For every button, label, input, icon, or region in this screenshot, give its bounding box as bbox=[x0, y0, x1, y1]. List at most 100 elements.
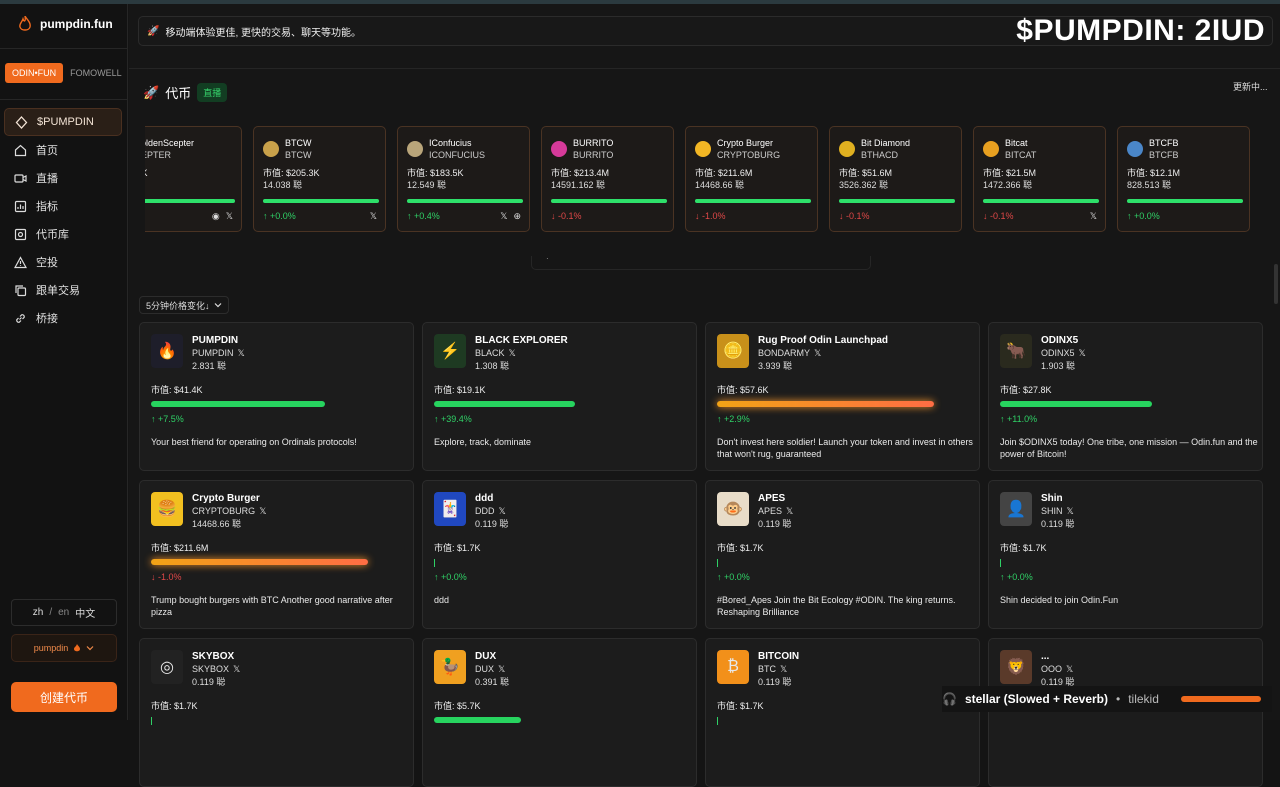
x-icon[interactable]: 𝕏 bbox=[369, 211, 377, 221]
nav-item-pumpdin[interactable]: $PUMPDIN bbox=[4, 108, 122, 136]
token-holders: 14.038 聪 bbox=[263, 180, 303, 190]
token-market-cap: 市值: $1.7K bbox=[434, 543, 481, 553]
nav-item-copy-trade[interactable]: 跟单交易 bbox=[4, 276, 122, 304]
x-icon[interactable]: 𝕏 bbox=[780, 664, 788, 674]
nav-item-home[interactable]: 首页 bbox=[4, 136, 122, 164]
token-market-cap: $10.8K bbox=[145, 167, 241, 179]
token-symbol: BURRITO bbox=[573, 150, 614, 160]
x-icon[interactable]: 𝕏 bbox=[498, 664, 506, 674]
token-symbol-row: DUX 𝕏 bbox=[475, 663, 509, 676]
token-symbol: BITCAT bbox=[1005, 150, 1037, 160]
token-market-cap: 市值: $57.6K bbox=[717, 385, 769, 395]
token-symbol-row: BLACK 𝕏 bbox=[475, 347, 568, 360]
nav-item-bridge[interactable]: 桥接 bbox=[4, 304, 122, 332]
nav-item-airdrop[interactable]: 空投 bbox=[4, 248, 122, 276]
token-card[interactable]: 🐵 APES APES 𝕏 0.119 聪 市值: $1.7K ↑ +0.0% … bbox=[705, 480, 980, 629]
token-symbol-row: DDD 𝕏 bbox=[475, 505, 508, 518]
token-logo-icon bbox=[839, 141, 855, 157]
nav-item-live[interactable]: 直播 bbox=[4, 164, 122, 192]
token-card[interactable]: ₿ BITCOIN BTC 𝕏 0.119 聪 市值: $1.7K bbox=[705, 638, 980, 787]
ticker-card[interactable]: Crypto Burger CRYPTOBURG 市值: $211.6M 144… bbox=[685, 126, 818, 232]
progress-bar bbox=[1000, 559, 1252, 567]
page-scrollbar[interactable] bbox=[1274, 264, 1278, 304]
x-icon[interactable]: 𝕏 bbox=[814, 348, 822, 358]
price-change: ↓ -1.0% bbox=[695, 211, 726, 221]
music-player[interactable]: 🎧 stellar (Slowed + Reverb) • tilekid bbox=[942, 686, 1272, 712]
chart-icon bbox=[14, 200, 27, 212]
token-card[interactable]: 🔥 PUMPDIN PUMPDIN 𝕏 2.831 聪 市值: $41.4K ↑… bbox=[139, 322, 414, 471]
lang-zh[interactable]: zh bbox=[32, 607, 44, 618]
language-switcher[interactable]: zh / en 中文 bbox=[11, 599, 117, 626]
switch-odin[interactable]: ODIN•FUN bbox=[5, 63, 64, 83]
ticker-card[interactable]: BTCW BTCW 市值: $205.3K 14.038 聪 ↑ +0.0% 𝕏 bbox=[253, 126, 386, 232]
token-card[interactable]: 🍔 Crypto Burger CRYPTOBURG 𝕏 14468.66 聪 … bbox=[139, 480, 414, 629]
token-card[interactable]: 🦆 DUX DUX 𝕏 0.391 聪 市值: $5.7K bbox=[422, 638, 697, 787]
token-logo-icon: 🪙 bbox=[717, 334, 749, 368]
create-token-button[interactable]: 创建代币 bbox=[11, 682, 117, 712]
ticker-card[interactable]: IConfucius ICONFUCIUS 市值: $183.5K 12.549… bbox=[397, 126, 530, 232]
x-icon[interactable]: 𝕏 bbox=[786, 506, 794, 516]
x-icon[interactable]: 𝕏 bbox=[508, 348, 516, 358]
token-card[interactable]: ⚡ BLACK EXPLORER BLACK 𝕏 1.308 聪 市值: $19… bbox=[422, 322, 697, 471]
platform-switcher: ODIN•FUN FOMOWELL bbox=[5, 63, 129, 83]
nav-item-metrics[interactable]: 指标 bbox=[4, 192, 122, 220]
token-description: Your best friend for operating on Ordina… bbox=[151, 437, 357, 447]
token-holders: 3526.362 聪 bbox=[839, 180, 889, 190]
x-icon[interactable]: 𝕏 bbox=[1066, 664, 1074, 674]
ticker-card[interactable]: oldenScepter EPTER $10.8K ◉𝕏 bbox=[145, 126, 242, 232]
token-symbol: ICONFUCIUS bbox=[429, 150, 485, 160]
token-holders: 0.119 聪 bbox=[1041, 519, 1075, 529]
token-symbol-row: SHIN 𝕏 bbox=[1041, 505, 1074, 518]
token-logo-icon bbox=[1127, 141, 1143, 157]
x-icon[interactable]: 𝕏 bbox=[500, 211, 508, 221]
brand[interactable]: pumpdin.fun bbox=[18, 16, 113, 32]
ticker-card[interactable]: BTCFB BTCFB 市值: $12.1M 828.513 聪 ↑ +0.0% bbox=[1117, 126, 1250, 232]
token-symbol: APES bbox=[758, 506, 783, 516]
token-name: Rug Proof Odin Launchpad bbox=[758, 335, 888, 346]
ticker-card[interactable]: BURRITO BURRITO 市值: $213.4M 14591.162 聪 … bbox=[541, 126, 674, 232]
token-symbol: BTC bbox=[758, 664, 776, 674]
token-ticker[interactable]: oldenScepter EPTER $10.8K ◉𝕏 BTCW BTCW 市… bbox=[145, 126, 1263, 232]
ticker-scrollbar[interactable] bbox=[531, 256, 871, 270]
token-card[interactable]: 🐂 ODINX5 ODINX5 𝕏 1.903 聪 市值: $27.8K ↑ +… bbox=[988, 322, 1263, 471]
token-card[interactable]: 🃏 ddd DDD 𝕏 0.119 聪 市值: $1.7K ↑ +0.0% dd… bbox=[422, 480, 697, 629]
token-card[interactable]: 👤 Shin SHIN 𝕏 0.119 聪 市值: $1.7K ↑ +0.0% … bbox=[988, 480, 1263, 629]
token-card[interactable]: 🦁 ... OOO 𝕏 0.119 聪 bbox=[988, 638, 1263, 787]
token-holders: 828.513 聪 bbox=[1127, 180, 1172, 190]
ticker-card[interactable]: Bitcat BITCAT 市值: $21.5M 1472.366 聪 ↓ -0… bbox=[973, 126, 1106, 232]
progress-bar bbox=[434, 401, 576, 407]
x-icon[interactable]: 𝕏 bbox=[1089, 211, 1097, 221]
track-progress[interactable] bbox=[1180, 696, 1261, 702]
nav-label: 桥接 bbox=[36, 313, 58, 325]
updating-status: 更新中... bbox=[1233, 82, 1268, 92]
x-icon[interactable]: 𝕏 bbox=[237, 348, 245, 358]
user-menu-button[interactable]: pumpdin bbox=[11, 634, 117, 662]
globe-icon[interactable]: ⊕ bbox=[513, 211, 521, 221]
ticker-card[interactable]: Bit Diamond BTHACD 市值: $51.6M 3526.362 聪… bbox=[829, 126, 962, 232]
x-icon[interactable]: 𝕏 bbox=[498, 506, 506, 516]
x-icon[interactable]: 𝕏 bbox=[1078, 348, 1086, 358]
token-logo-icon: 🃏 bbox=[434, 492, 466, 526]
nav-item-vault[interactable]: 代币库 bbox=[4, 220, 122, 248]
divider bbox=[0, 48, 128, 49]
token-card[interactable]: 🪙 Rug Proof Odin Launchpad BONDARMY 𝕏 3.… bbox=[705, 322, 980, 471]
main-content: 🚀 移动端体验更佳, 更快的交易、聊天等功能。 $PUMPDIN: 2IUD 🚀… bbox=[129, 4, 1280, 787]
token-symbol-row: OOO 𝕏 bbox=[1041, 663, 1074, 676]
progress-bar bbox=[695, 199, 811, 203]
token-holders: 2.831 聪 bbox=[192, 361, 227, 371]
x-icon[interactable]: 𝕏 bbox=[259, 506, 267, 516]
nav-label: 空投 bbox=[36, 257, 58, 269]
sort-select[interactable]: 5分钟价格变化↓ bbox=[139, 296, 229, 314]
token-market-cap: 市值: $1.7K bbox=[717, 701, 764, 711]
token-logo-icon bbox=[983, 141, 999, 157]
token-card[interactable]: ◎ SKYBOX SKYBOX 𝕏 0.119 聪 市值: $1.7K bbox=[139, 638, 414, 787]
x-icon[interactable]: 𝕏 bbox=[225, 211, 233, 221]
switch-fomowell[interactable]: FOMOWELL bbox=[70, 68, 122, 78]
video-icon bbox=[14, 173, 27, 183]
telegram-icon[interactable]: ◉ bbox=[211, 211, 220, 221]
progress-bar bbox=[983, 199, 1099, 203]
lang-en[interactable]: en bbox=[58, 607, 70, 618]
token-holders: 0.119 聪 bbox=[758, 677, 792, 687]
x-icon[interactable]: 𝕏 bbox=[233, 664, 241, 674]
x-icon[interactable]: 𝕏 bbox=[1066, 506, 1074, 516]
